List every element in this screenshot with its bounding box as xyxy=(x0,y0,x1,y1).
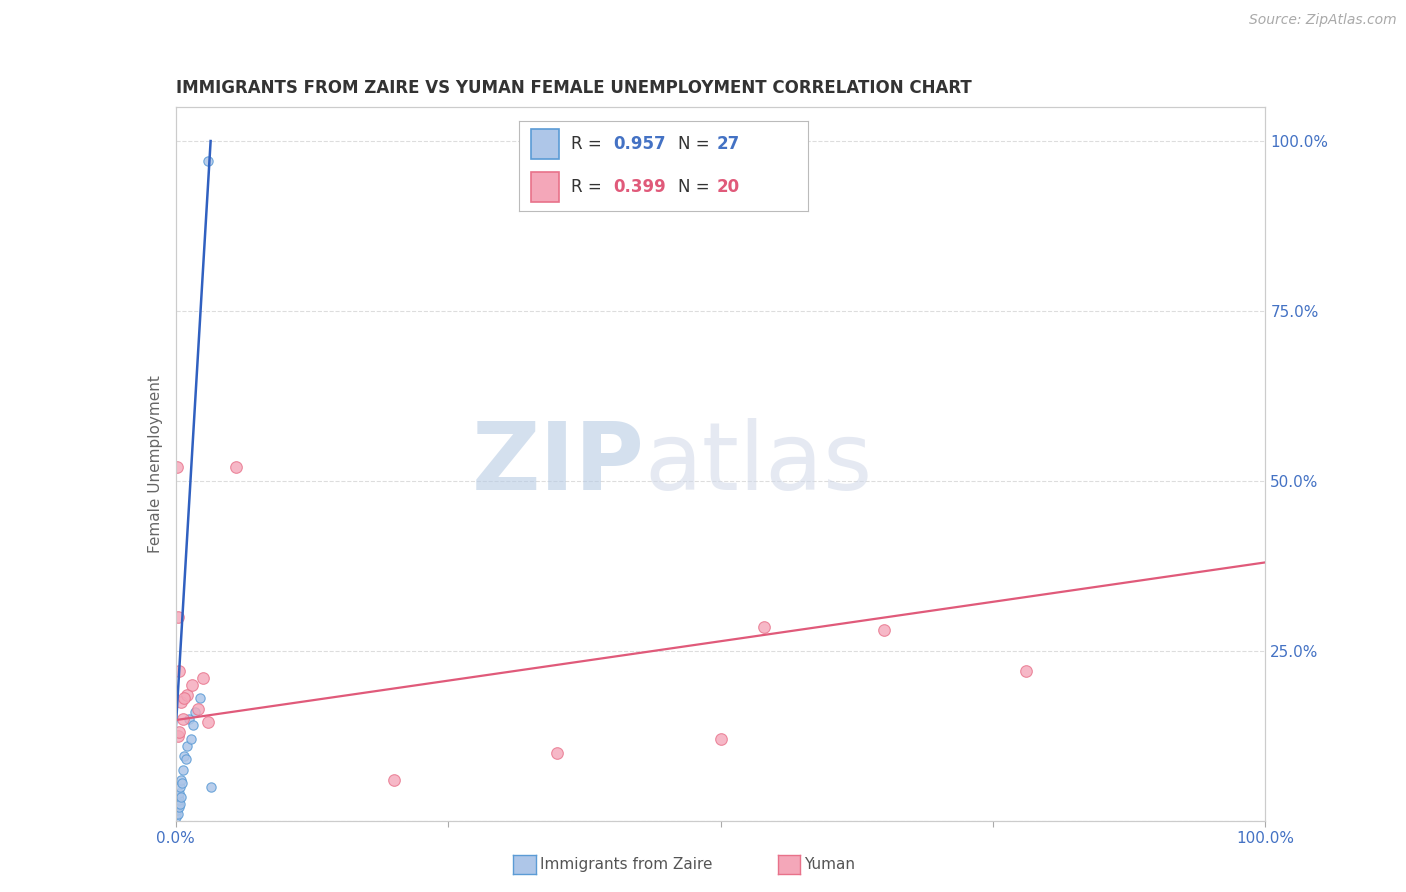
Point xyxy=(200,780,222,794)
Point xyxy=(546,746,568,760)
Text: Source: ZipAtlas.com: Source: ZipAtlas.com xyxy=(1249,13,1396,28)
Point xyxy=(225,460,247,475)
Point xyxy=(172,763,194,777)
Point xyxy=(173,749,195,764)
Point xyxy=(167,609,190,624)
Point xyxy=(176,688,198,702)
Point xyxy=(166,460,188,475)
Point xyxy=(166,800,188,814)
Point xyxy=(197,154,219,169)
Point xyxy=(169,797,191,811)
Point xyxy=(166,804,188,818)
Point xyxy=(167,800,190,814)
Point xyxy=(170,789,193,804)
Point xyxy=(167,793,190,807)
Text: IMMIGRANTS FROM ZAIRE VS YUMAN FEMALE UNEMPLOYMENT CORRELATION CHART: IMMIGRANTS FROM ZAIRE VS YUMAN FEMALE UN… xyxy=(176,79,972,97)
Point xyxy=(754,620,776,634)
Point xyxy=(177,712,200,726)
Point xyxy=(167,664,190,678)
Point xyxy=(174,752,197,766)
Point xyxy=(181,678,204,692)
Point xyxy=(197,715,219,730)
Point xyxy=(186,701,209,715)
Point xyxy=(180,732,202,747)
Text: Immigrants from Zaire: Immigrants from Zaire xyxy=(540,857,713,871)
Point xyxy=(181,718,204,732)
Text: ZIP: ZIP xyxy=(471,417,644,510)
Point xyxy=(188,691,211,706)
Point xyxy=(176,739,198,753)
Point xyxy=(1015,664,1038,678)
Point xyxy=(170,695,193,709)
Point xyxy=(167,725,190,739)
Point xyxy=(166,793,188,807)
Point xyxy=(173,691,195,706)
Point xyxy=(167,806,190,821)
Text: Yuman: Yuman xyxy=(804,857,855,871)
Point xyxy=(165,806,187,821)
Point xyxy=(191,671,214,685)
Text: atlas: atlas xyxy=(644,417,873,510)
Point xyxy=(167,797,190,811)
Point xyxy=(167,787,190,801)
Point xyxy=(172,712,194,726)
Point xyxy=(167,729,190,743)
Y-axis label: Female Unemployment: Female Unemployment xyxy=(148,375,163,553)
Point xyxy=(167,789,190,804)
Point xyxy=(710,732,733,747)
Point xyxy=(172,776,194,790)
Point xyxy=(170,772,193,787)
Point xyxy=(184,705,207,719)
Point xyxy=(165,810,187,824)
Point xyxy=(382,772,405,787)
Point xyxy=(169,780,191,794)
Point xyxy=(873,624,896,638)
